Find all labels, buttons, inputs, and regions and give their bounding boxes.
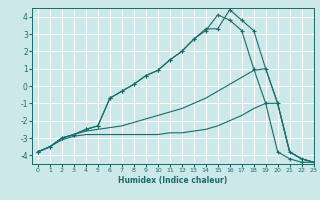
X-axis label: Humidex (Indice chaleur): Humidex (Indice chaleur) [118,176,228,185]
